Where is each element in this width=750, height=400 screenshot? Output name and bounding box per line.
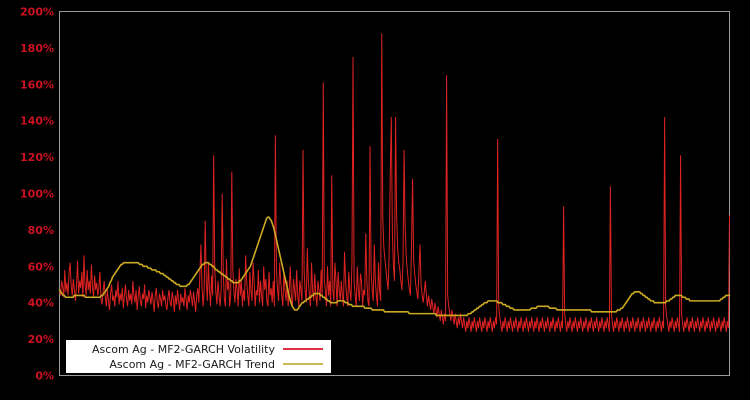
y-axis-tick-label: 60% — [28, 260, 54, 273]
legend-label-trend: Ascom Ag - MF2-GARCH Trend — [109, 357, 275, 371]
y-axis-tick-label: 180% — [20, 42, 54, 55]
y-axis-tick-label: 160% — [20, 78, 54, 91]
y-axis-tick-label: 0% — [35, 370, 54, 383]
y-axis-tick-label: 200% — [20, 6, 54, 19]
y-axis-tick-label: 40% — [28, 297, 54, 310]
data-series-layer — [58, 33, 731, 332]
series-line-trend — [58, 216, 731, 317]
y-axis-tick-labels: 200% 180% 160% 140% 120% 100% 80% 60% 40% 20% 0% — [20, 6, 54, 383]
y-axis-tick-label: 100% — [20, 188, 54, 201]
y-axis-tick-label: 140% — [20, 115, 54, 128]
legend-swatch-trend — [283, 363, 323, 365]
legend-item-volatility: Ascom Ag - MF2-GARCH Volatility — [66, 342, 327, 357]
chart-legend: Ascom Ag - MF2-GARCH Volatility Ascom Ag… — [66, 340, 331, 373]
y-axis-tick-label: 120% — [20, 151, 54, 164]
plot-area-border — [59, 11, 730, 376]
y-axis-tick-label: 80% — [28, 224, 54, 237]
series-line-volatility — [59, 33, 730, 332]
legend-swatch-volatility — [283, 348, 323, 350]
y-axis-tick-label: 20% — [28, 333, 54, 346]
legend-label-volatility: Ascom Ag - MF2-GARCH Volatility — [92, 342, 275, 356]
legend-item-trend: Ascom Ag - MF2-GARCH Trend — [66, 357, 327, 372]
